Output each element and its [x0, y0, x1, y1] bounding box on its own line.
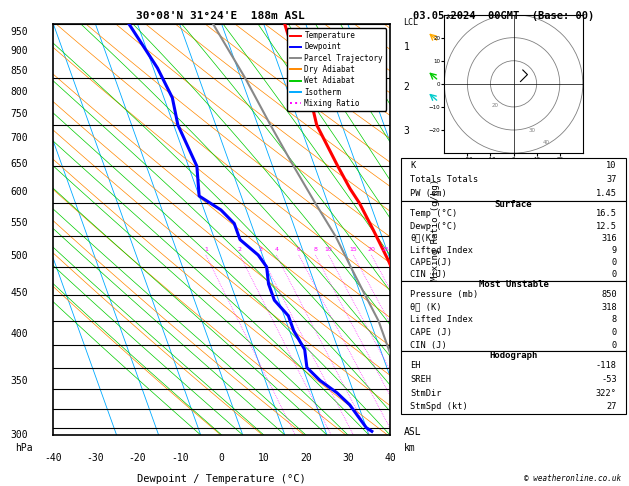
Text: ASL: ASL [403, 427, 421, 437]
Text: 20: 20 [367, 247, 376, 252]
Text: hPa: hPa [14, 443, 32, 453]
Text: 27: 27 [606, 402, 617, 412]
Text: StmSpd (kt): StmSpd (kt) [410, 402, 468, 412]
Text: 0: 0 [611, 328, 617, 337]
Text: 316: 316 [601, 234, 617, 243]
Text: Totals Totals: Totals Totals [410, 175, 479, 184]
Text: 800: 800 [11, 87, 28, 97]
Text: 900: 900 [11, 46, 28, 55]
Text: Dewpoint / Temperature (°C): Dewpoint / Temperature (°C) [137, 474, 306, 484]
Text: 0: 0 [219, 453, 225, 464]
Text: 8: 8 [611, 315, 617, 324]
Text: 15: 15 [349, 247, 357, 252]
Text: 0: 0 [611, 341, 617, 349]
Text: Hodograph: Hodograph [489, 350, 538, 360]
Text: 350: 350 [11, 376, 28, 386]
Text: 8: 8 [403, 400, 409, 410]
Text: 450: 450 [11, 288, 28, 298]
Text: 10: 10 [258, 453, 270, 464]
Text: 850: 850 [601, 290, 617, 299]
Text: StmDir: StmDir [410, 389, 442, 398]
Text: 600: 600 [11, 188, 28, 197]
Legend: Temperature, Dewpoint, Parcel Trajectory, Dry Adiabat, Wet Adiabat, Isotherm, Mi: Temperature, Dewpoint, Parcel Trajectory… [287, 28, 386, 111]
Text: 650: 650 [11, 159, 28, 170]
Text: 30°08'N 31°24'E  188m ASL: 30°08'N 31°24'E 188m ASL [136, 11, 304, 21]
Text: 1.45: 1.45 [596, 189, 617, 198]
Text: 40: 40 [542, 140, 549, 145]
Text: Most Unstable: Most Unstable [479, 280, 548, 289]
Text: 16.5: 16.5 [596, 209, 617, 218]
Text: 10: 10 [325, 247, 332, 252]
Text: Temp (°C): Temp (°C) [410, 209, 457, 218]
Text: 20: 20 [492, 103, 499, 108]
Text: 1: 1 [403, 42, 409, 52]
Text: 300: 300 [11, 430, 28, 440]
Text: -20: -20 [129, 453, 147, 464]
Text: Lifted Index: Lifted Index [410, 246, 473, 255]
Text: 850: 850 [11, 66, 28, 75]
Text: 2: 2 [403, 83, 409, 92]
Text: 37: 37 [606, 175, 617, 184]
Text: 750: 750 [11, 109, 28, 120]
Text: 0: 0 [611, 258, 617, 267]
Text: LCL: LCL [403, 18, 418, 28]
Text: CIN (J): CIN (J) [410, 341, 447, 349]
Text: 550: 550 [11, 218, 28, 228]
Text: 2: 2 [238, 247, 242, 252]
FancyBboxPatch shape [401, 201, 626, 281]
Text: 322°: 322° [596, 389, 617, 398]
Text: Lifted Index: Lifted Index [410, 315, 473, 324]
Text: Dewp (°C): Dewp (°C) [410, 222, 457, 230]
Text: 12.5: 12.5 [596, 222, 617, 230]
FancyBboxPatch shape [401, 281, 626, 351]
Text: θᴇ(K): θᴇ(K) [410, 234, 437, 243]
Text: CAPE (J): CAPE (J) [410, 328, 452, 337]
Text: Pressure (mb): Pressure (mb) [410, 290, 479, 299]
Text: -10: -10 [171, 453, 189, 464]
Text: km: km [403, 443, 415, 453]
Text: 7: 7 [403, 324, 409, 334]
Text: 25: 25 [382, 247, 389, 252]
Text: 3: 3 [259, 247, 263, 252]
Text: 5: 5 [403, 205, 409, 215]
Text: -40: -40 [45, 453, 62, 464]
Text: 6: 6 [403, 248, 409, 258]
Text: θᴇ (K): θᴇ (K) [410, 303, 442, 312]
FancyBboxPatch shape [401, 351, 626, 414]
Text: 400: 400 [11, 330, 28, 339]
Text: 40: 40 [384, 453, 396, 464]
Text: -53: -53 [601, 375, 617, 384]
Text: 318: 318 [601, 303, 617, 312]
FancyBboxPatch shape [401, 158, 626, 201]
Text: 3: 3 [403, 125, 409, 136]
Text: 30: 30 [528, 128, 535, 133]
Text: 20: 20 [300, 453, 312, 464]
Text: 0: 0 [611, 270, 617, 279]
Text: 500: 500 [11, 251, 28, 261]
Text: -118: -118 [596, 361, 617, 370]
Text: PW (cm): PW (cm) [410, 189, 447, 198]
Text: Mixing Ratio (g/kg): Mixing Ratio (g/kg) [431, 178, 440, 281]
Text: Surface: Surface [495, 200, 532, 208]
Text: 30: 30 [342, 453, 353, 464]
Text: -30: -30 [87, 453, 104, 464]
Text: 700: 700 [11, 134, 28, 143]
Text: 8: 8 [313, 247, 317, 252]
Text: 1: 1 [204, 247, 208, 252]
Text: 950: 950 [11, 27, 28, 36]
Text: 6: 6 [297, 247, 301, 252]
Text: 9: 9 [611, 246, 617, 255]
Text: kt: kt [447, 14, 455, 20]
Text: SREH: SREH [410, 375, 431, 384]
Text: 4: 4 [274, 247, 278, 252]
Text: EH: EH [410, 361, 421, 370]
Text: © weatheronline.co.uk: © weatheronline.co.uk [524, 474, 621, 483]
Text: CIN (J): CIN (J) [410, 270, 447, 279]
Text: 03.05.2024  00GMT  (Base: 00): 03.05.2024 00GMT (Base: 00) [413, 11, 594, 21]
Text: 10: 10 [606, 160, 617, 170]
Text: K: K [410, 160, 416, 170]
Text: 4: 4 [403, 163, 409, 173]
Text: CAPE (J): CAPE (J) [410, 258, 452, 267]
